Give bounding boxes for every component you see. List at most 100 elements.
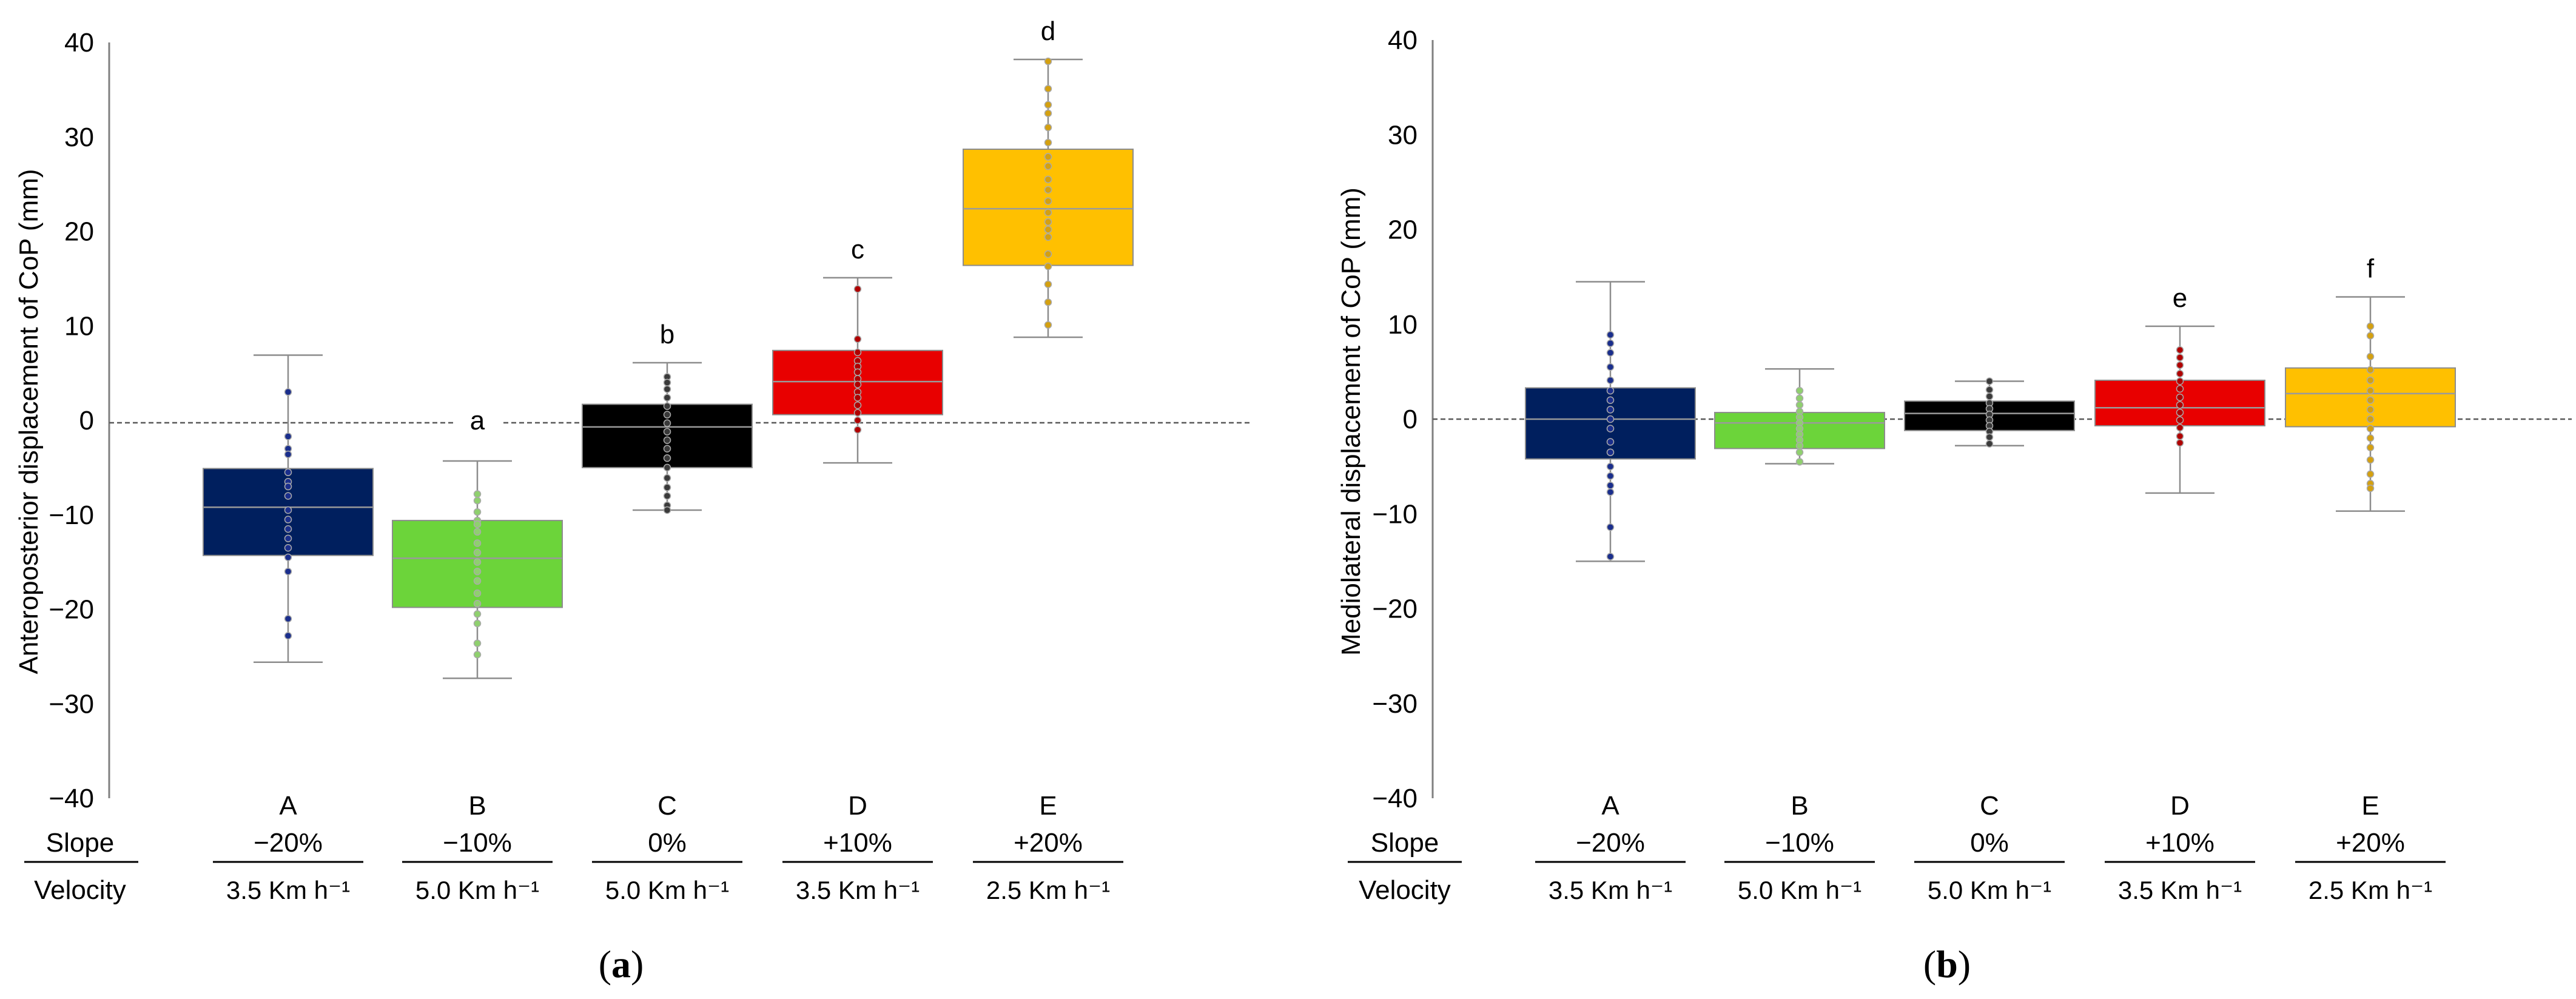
slope-row-label-b: Slope [1371,828,1439,858]
data-point-e [1044,321,1052,329]
data-point-e [1044,153,1052,161]
data-point-e [2366,415,2375,423]
data-point-c [1985,377,1994,385]
data-point-c [1985,433,1994,441]
y-tick-label: −10 [1372,499,1417,529]
data-point-b [1795,386,1804,395]
data-point-d [2176,408,2184,417]
y-tick-label: −20 [1372,594,1417,624]
significance-letter-c: b [660,320,674,349]
data-point-e [1044,175,1052,184]
data-point-a [284,525,292,533]
data-point-e [1044,123,1052,132]
data-point-e [2366,406,2375,414]
data-point-d [2176,432,2184,440]
data-point-d [2176,385,2184,393]
data-point-e [2366,352,2375,361]
data-point-c [663,492,671,500]
category-id-e: E [2361,791,2379,821]
slope-value-d: +10% [823,828,892,858]
data-point-c [1985,392,1994,400]
data-point-e [2366,332,2375,340]
y-tick-label: −30 [1372,689,1417,719]
category-id-c: C [657,791,677,821]
category-labels-a: A −20% 3.5 Km h⁻¹ B −10% 5.0 Km h⁻¹ C 0% 5.0 Km … [213,791,1123,904]
data-point-c [1985,440,1994,448]
y-tick-label: 0 [1403,405,1417,434]
boxes-b [1525,281,2456,562]
category-id-b: B [1791,791,1808,821]
velocity-row-label-a: Velocity [34,875,126,905]
data-point-c [663,445,671,452]
category-id-a: A [279,791,297,821]
category-id-d: D [2170,791,2190,821]
data-point-a [1606,339,1615,348]
slope-value-b: −10% [443,828,512,858]
data-point-c [663,463,671,472]
data-point-e [1044,226,1052,234]
data-point-d [853,348,862,357]
slope-value-c: 0% [1970,828,2009,858]
data-point-a [284,388,292,396]
velocity-value-c: 5.0 Km h⁻¹ [605,876,729,904]
significance-letter-b: a [470,406,485,436]
data-point-e [2366,484,2375,493]
velocity-value-d: 3.5 Km h⁻¹ [2118,876,2242,904]
data-point-b [473,577,482,585]
y-tick-label: −20 [49,595,94,625]
data-point-e [2366,443,2375,452]
y-tick-label: −40 [49,784,94,813]
data-point-e [1044,218,1052,226]
data-point-e [1044,262,1052,271]
panel-b: Mediolateral displacement of CoP (mm) −4… [1336,25,2572,986]
data-point-c [663,411,671,419]
panel-caption-b: (b) [1923,943,1971,986]
data-point-b [473,548,482,557]
data-point-b [473,619,482,628]
data-point-e [2366,434,2375,442]
y-tick-label: −40 [1372,784,1417,813]
data-point-c [663,436,671,444]
data-point-e [2366,425,2375,432]
data-point-b [1795,394,1804,402]
boxes-a [203,57,1134,679]
data-point-c [663,419,671,427]
significance-letter-d: c [851,235,864,264]
data-point-d [2176,377,2184,385]
velocity-row-label-b: Velocity [1359,875,1451,905]
velocity-value-a: 3.5 Km h⁻¹ [226,876,350,904]
data-point-c [663,378,671,386]
slope-value-a: −20% [254,828,323,858]
slope-value-e: +20% [1014,828,1083,858]
y-axis-title-a: Anteroposterior displacement of CoP (mm) [14,169,44,674]
data-point-a [1606,396,1615,404]
data-point-a [1606,386,1615,395]
data-point-a [284,534,292,542]
data-point-a [284,516,292,523]
data-point-c [663,506,671,514]
data-point-a [1606,331,1615,339]
data-point-a [1606,553,1615,560]
y-tick-labels-b: −40 −30 −20 −10 0 10 20 30 40 [1372,25,1417,813]
data-point-d [853,380,862,389]
slope-value-e: +20% [2336,828,2405,858]
data-point-e [1044,209,1052,217]
y-tick-label: −10 [49,500,94,530]
data-point-b [473,558,482,566]
data-point-a [284,631,292,640]
data-point-c [663,402,671,410]
y-tick-label: 40 [64,28,94,58]
data-point-b [473,589,482,597]
data-point-b [473,567,482,576]
y-axis-title-b: Mediolateral displacement of CoP (mm) [1336,187,1366,656]
significance-letter-e: f [2367,254,2375,283]
data-point-e [1044,138,1052,147]
data-point-d [853,401,862,409]
data-point-e [1044,186,1052,194]
data-point-e [2366,470,2375,478]
velocity-value-b: 5.0 Km h⁻¹ [1738,876,1861,904]
data-point-d [853,335,862,343]
data-point-c [1985,386,1994,394]
data-point-a [1606,349,1615,357]
